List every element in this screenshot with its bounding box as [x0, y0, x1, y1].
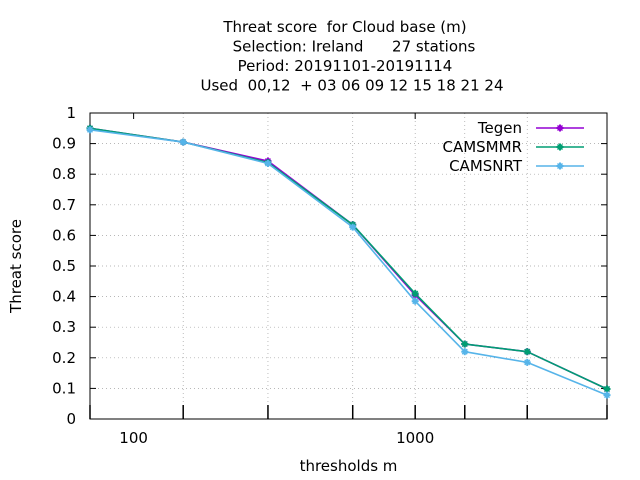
y-tick-label: 0.6: [52, 226, 76, 244]
data-point: [461, 340, 468, 348]
y-tick-label: 0.4: [52, 288, 76, 306]
series-camsmmr: [86, 124, 611, 393]
legend-marker: [556, 162, 564, 170]
data-point: [349, 224, 356, 231]
data-point: [86, 126, 94, 133]
x-tick-label: 100: [119, 429, 148, 447]
y-tick-label: 0: [66, 410, 76, 428]
data-point: [412, 290, 419, 297]
series-tegen: [86, 124, 611, 393]
data-point: [264, 160, 271, 167]
y-tick-label: 0.8: [52, 165, 76, 183]
chart-title: Threat score for Cloud base (m) Selection…: [201, 18, 504, 95]
legend-label: CAMSNRT: [449, 157, 523, 175]
series-camsnrt: [86, 126, 611, 399]
series: [86, 124, 611, 399]
title-line: Threat score for Cloud base (m): [222, 18, 466, 36]
x-axis-ticks: 100 1000: [89, 113, 608, 447]
plot-frame: [89, 112, 608, 420]
legend-marker: [556, 124, 564, 132]
y-tick-label: 0.5: [52, 257, 76, 275]
x-tick-label: 1000: [396, 429, 434, 447]
legend-label: Tegen: [477, 119, 522, 137]
data-point: [603, 385, 611, 393]
legend-entry: CAMSNRT: [449, 157, 584, 175]
y-tick-label: 1: [66, 104, 76, 122]
title-line: Period: 20191101-20191114: [238, 57, 453, 75]
data-point: [524, 348, 531, 355]
series-line: [89, 129, 608, 396]
y-tick-label: 0.2: [52, 349, 76, 367]
data-point: [524, 359, 531, 366]
legend-entry: CAMSMMR: [442, 138, 584, 156]
data-point: [412, 298, 419, 305]
data-point: [461, 348, 468, 355]
y-tick-label: 0.7: [52, 196, 76, 214]
y-axis-ticks: 0 0.1 0.2 0.3 0.4 0.5 0.6 0.7 0.8 0.9 1: [52, 104, 607, 428]
legend-marker: [556, 143, 564, 151]
data-point: [603, 392, 611, 399]
y-tick-label: 0.3: [52, 318, 76, 336]
x-axis-label: thresholds m: [300, 457, 398, 475]
grid: [90, 113, 607, 419]
legend-entry: Tegen: [477, 119, 584, 137]
legend-label: CAMSMMR: [442, 138, 522, 156]
data-point: [180, 139, 187, 146]
y-axis-label: Threat score: [7, 219, 25, 314]
title-line: Used 00,12 + 03 06 09 12 15 18 21 24: [201, 77, 504, 95]
y-tick-label: 0.1: [52, 379, 76, 397]
title-line: Selection: Ireland 27 stations: [233, 38, 476, 56]
y-tick-label: 0.9: [52, 135, 76, 153]
